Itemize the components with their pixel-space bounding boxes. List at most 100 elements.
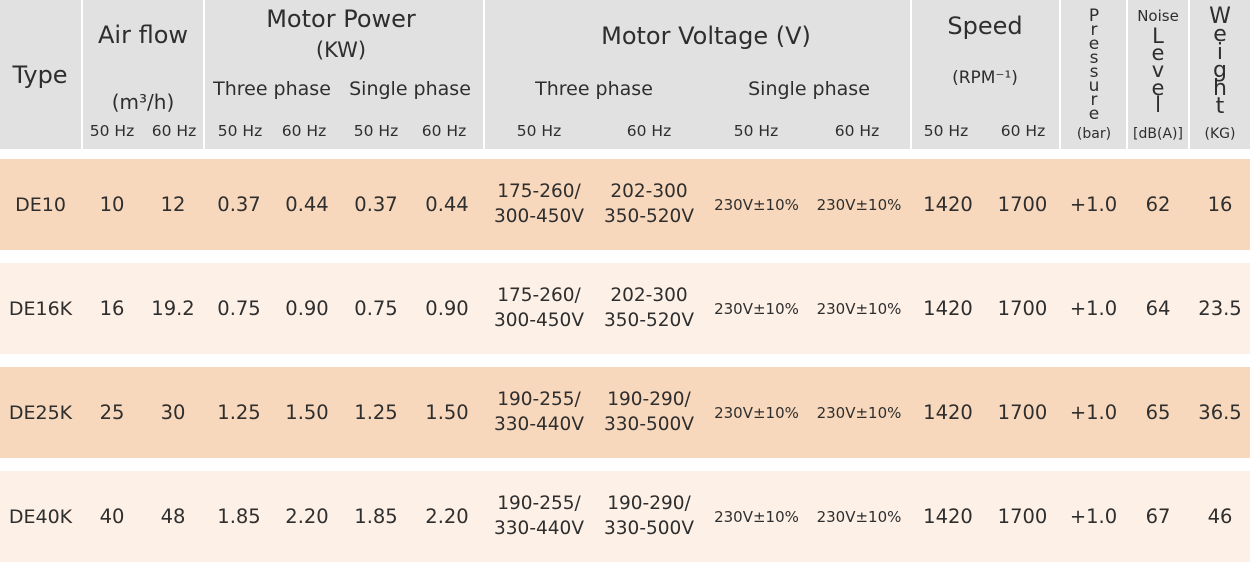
cell-airflow-50hz: 10 xyxy=(99,193,125,216)
header-power1-50hz: 50 Hz xyxy=(353,122,399,140)
cell-power3-60hz: 1.50 xyxy=(285,401,329,424)
cell-noise: 62 xyxy=(1145,193,1171,216)
table-row: DE25K 25 30 1.25 1.50 1.25 1.50 190-255/… xyxy=(0,367,1250,458)
cell-voltage1-50hz: 230V±10% xyxy=(714,299,799,318)
cell-voltage1-60hz: 230V±10% xyxy=(816,195,902,214)
header-speed: Speed xyxy=(947,12,1023,40)
cell-speed-60hz: 1700 xyxy=(997,505,1048,528)
header-volt1-50hz: 50 Hz xyxy=(733,122,779,140)
cell-power1-60hz: 0.90 xyxy=(425,297,469,320)
header-speed-60hz: 60 Hz xyxy=(1000,122,1046,140)
cell-power3-60hz: 2.20 xyxy=(285,505,329,528)
cell-voltage1-50hz: 230V±10% xyxy=(714,195,799,214)
cell-power3-50hz: 0.37 xyxy=(217,193,261,216)
cell-voltage3-50hz: 175-260/300-450V xyxy=(494,285,584,331)
table-header: Type Air flow (m³/h) 50 Hz 60 Hz Motor P… xyxy=(0,0,1250,149)
cell-airflow-60hz: 19.2 xyxy=(151,297,195,320)
header-speed-unit: (RPM⁻¹) xyxy=(952,68,1018,88)
cell-voltage3-50hz: 190-255/330-440V xyxy=(494,493,584,539)
header-power1-60hz: 60 Hz xyxy=(421,122,467,140)
table-row: DE10 10 12 0.37 0.44 0.37 0.44 175-260/3… xyxy=(0,159,1250,250)
header-noise: Noise xyxy=(1137,7,1179,25)
header-cell-motor-power xyxy=(205,0,483,149)
header-noise-level: L e v e l xyxy=(1151,24,1165,117)
header-weight-unit: (KG) xyxy=(1204,126,1236,142)
cell-type: DE40K xyxy=(8,505,73,528)
cell-speed-50hz: 1420 xyxy=(923,505,973,528)
header-voltage-three-phase: Three phase xyxy=(535,78,653,100)
cell-power3-60hz: 0.44 xyxy=(285,193,329,216)
header-speed-50hz: 50 Hz xyxy=(923,122,969,140)
cell-airflow-60hz: 12 xyxy=(160,193,186,216)
header-airflow-60hz: 60 Hz xyxy=(151,122,197,140)
header-motor-power-unit: (KW) xyxy=(315,38,367,62)
header-air-flow: Air flow xyxy=(97,21,189,49)
cell-power1-50hz: 0.37 xyxy=(354,193,398,216)
header-motor-voltage: Motor Voltage (V) xyxy=(601,22,811,50)
header-cell-motor-voltage xyxy=(485,0,910,149)
header-voltage-single-phase: Single phase xyxy=(748,78,870,100)
cell-pressure: +1.0 xyxy=(1069,193,1118,216)
cell-voltage3-60hz: 190-290/330-500V xyxy=(604,493,694,539)
header-power-three-phase: Three phase xyxy=(213,78,331,100)
header-cell-type xyxy=(0,0,81,149)
cell-weight: 23.5 xyxy=(1198,297,1242,320)
cell-weight: 46 xyxy=(1207,505,1233,528)
cell-voltage1-50hz: 230V±10% xyxy=(714,403,799,422)
cell-voltage1-60hz: 230V±10% xyxy=(816,403,902,422)
cell-weight: 36.5 xyxy=(1198,401,1242,424)
header-weight: W e i g h t xyxy=(1209,4,1231,120)
cell-power3-50hz: 1.85 xyxy=(217,505,261,528)
cell-voltage1-50hz: 230V±10% xyxy=(714,507,799,526)
cell-airflow-50hz: 25 xyxy=(99,401,125,424)
header-power3-60hz: 60 Hz xyxy=(281,122,327,140)
header-cell-pressure xyxy=(1061,0,1126,149)
cell-power1-60hz: 0.44 xyxy=(425,193,469,216)
header-cell-noise xyxy=(1128,0,1188,149)
cell-voltage1-60hz: 230V±10% xyxy=(816,507,902,526)
header-volt3-50hz: 50 Hz xyxy=(516,122,562,140)
header-cell-speed xyxy=(912,0,1059,149)
cell-power1-50hz: 0.75 xyxy=(354,297,398,320)
cell-speed-60hz: 1700 xyxy=(997,297,1048,320)
cell-voltage3-50hz: 175-260/300-450V xyxy=(494,181,584,227)
header-noise-unit: [dB(A)] xyxy=(1133,126,1183,142)
header-volt3-60hz: 60 Hz xyxy=(626,122,672,140)
cell-pressure: +1.0 xyxy=(1069,297,1118,320)
header-type: Type xyxy=(12,61,68,89)
header-motor-power: Motor Power xyxy=(266,5,416,33)
cell-type: DE16K xyxy=(8,297,73,320)
cell-voltage3-60hz: 190-290/330-500V xyxy=(604,389,694,435)
cell-power1-50hz: 1.85 xyxy=(354,505,398,528)
cell-speed-50hz: 1420 xyxy=(923,401,973,424)
cell-power3-50hz: 0.75 xyxy=(217,297,261,320)
cell-type: DE25K xyxy=(8,401,73,424)
cell-power1-50hz: 1.25 xyxy=(354,401,398,424)
cell-power3-60hz: 0.90 xyxy=(285,297,329,320)
cell-type: DE10 xyxy=(15,193,66,216)
cell-weight: 16 xyxy=(1207,193,1233,216)
table-row: DE16K 16 19.2 0.75 0.90 0.75 0.90 175-26… xyxy=(0,263,1250,354)
cell-power3-50hz: 1.25 xyxy=(217,401,261,424)
cell-power1-60hz: 1.50 xyxy=(425,401,469,424)
cell-power1-60hz: 2.20 xyxy=(425,505,469,528)
cell-voltage3-50hz: 190-255/330-440V xyxy=(494,389,584,435)
cell-speed-50hz: 1420 xyxy=(923,193,973,216)
cell-noise: 65 xyxy=(1145,401,1171,424)
cell-voltage3-60hz: 202-300 350-520V xyxy=(604,181,694,227)
cell-pressure: +1.0 xyxy=(1069,505,1118,528)
cell-pressure: +1.0 xyxy=(1069,401,1118,424)
cell-voltage3-60hz: 202-300 350-520V xyxy=(604,285,694,331)
header-power-single-phase: Single phase xyxy=(349,78,471,100)
cell-airflow-50hz: 40 xyxy=(99,505,125,528)
cell-voltage1-60hz: 230V±10% xyxy=(816,299,902,318)
cell-airflow-50hz: 16 xyxy=(99,297,125,320)
header-airflow-50hz: 50 Hz xyxy=(89,122,135,140)
header-pressure-unit: (bar) xyxy=(1076,126,1112,142)
header-volt1-60hz: 60 Hz xyxy=(834,122,880,140)
cell-speed-50hz: 1420 xyxy=(923,297,973,320)
cell-airflow-60hz: 48 xyxy=(160,505,186,528)
cell-speed-60hz: 1700 xyxy=(997,401,1048,424)
header-power3-50hz: 50 Hz xyxy=(217,122,263,140)
